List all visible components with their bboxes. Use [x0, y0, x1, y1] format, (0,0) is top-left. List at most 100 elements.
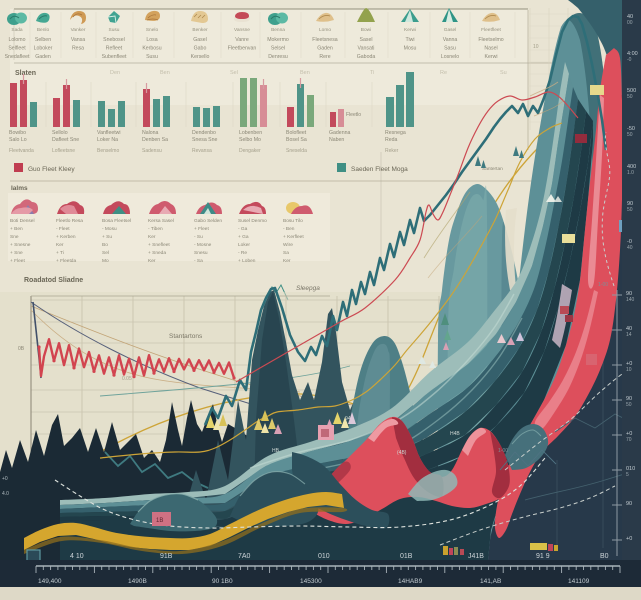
- svg-text:Vanre: Vanre: [235, 37, 249, 43]
- svg-text:+ Snesne: + Snesne: [10, 242, 31, 248]
- svg-text:Sleepga: Sleepga: [296, 285, 320, 292]
- svg-text:Mokermo: Mokermo: [267, 37, 289, 43]
- svg-text:Lolomo: Lolomo: [8, 37, 25, 43]
- svg-text:Ker: Ker: [56, 242, 64, 248]
- svg-text:Gasel: Gasel: [193, 37, 207, 43]
- svg-text:010: 010: [626, 466, 635, 472]
- svg-text:Kerbosu: Kerbosu: [142, 46, 161, 52]
- svg-text:Gadenna: Gadenna: [329, 130, 350, 136]
- svg-text:Sel: Sel: [102, 250, 109, 256]
- svg-text:1490B: 1490B: [128, 578, 147, 585]
- svg-text:Sasel: Sasel: [360, 37, 373, 43]
- svg-text:Lofleetsne: Lofleetsne: [52, 148, 75, 154]
- svg-text:Denben Sa: Denben Sa: [142, 137, 168, 143]
- svg-text:+0: +0: [626, 536, 632, 542]
- svg-text:010: 010: [318, 553, 330, 560]
- svg-text:Kersello: Kersello: [191, 54, 210, 60]
- svg-text:50: 50: [627, 132, 633, 138]
- svg-text:Vanfleetwi: Vanfleetwi: [97, 130, 121, 136]
- svg-text:- Mosu: - Mosu: [102, 226, 117, 232]
- svg-text:5: 5: [626, 472, 629, 478]
- svg-text:Dendenbo: Dendenbo: [192, 130, 216, 136]
- svg-text:+0: +0: [2, 476, 8, 482]
- svg-text:91B: 91B: [160, 553, 173, 560]
- svg-text:-0: -0: [627, 239, 632, 245]
- svg-text:Sellolo: Sellolo: [52, 130, 68, 136]
- svg-text:1-00: 1-00: [598, 282, 608, 288]
- svg-text:Snesu: Snesu: [194, 250, 208, 256]
- svg-text:Fleetfleet: Fleetfleet: [481, 27, 501, 33]
- svg-text:Susu: Susu: [146, 54, 158, 60]
- svg-text:50: 50: [627, 94, 633, 100]
- svg-text:Ker: Ker: [283, 258, 291, 264]
- svg-text:14HAB9: 14HAB9: [398, 578, 423, 585]
- svg-text:Rere: Rere: [319, 54, 330, 60]
- svg-text:Susel Denmo: Susel Denmo: [238, 218, 267, 224]
- svg-text:Selbo Mo: Selbo Mo: [239, 137, 261, 143]
- svg-text:01B: 01B: [400, 553, 413, 560]
- svg-text:Sasu: Sasu: [444, 46, 456, 52]
- svg-text:+ Ben: + Ben: [10, 226, 23, 232]
- svg-text:Slaten: Slaten: [15, 70, 36, 77]
- svg-text:Refleet: Refleet: [106, 46, 123, 52]
- svg-text:Sada: Sada: [11, 27, 23, 33]
- svg-text:7A0: 7A0: [238, 553, 251, 560]
- svg-text:Gabo: Gabo: [194, 46, 207, 52]
- svg-text:Revansa: Revansa: [192, 148, 212, 154]
- svg-text:Ben: Ben: [160, 70, 170, 76]
- svg-text:Guo Fleet Kleey: Guo Fleet Kleey: [28, 166, 75, 173]
- svg-text:+ Fleetda: + Fleetda: [56, 258, 76, 264]
- svg-text:Fleetselmo: Fleetselmo: [478, 37, 503, 43]
- svg-text:-50: -50: [627, 126, 635, 132]
- svg-text:Benna: Benna: [271, 27, 285, 33]
- svg-text:Sadensu: Sadensu: [142, 148, 162, 154]
- svg-text:400: 400: [627, 164, 636, 170]
- svg-text:- Ga: - Ga: [238, 226, 248, 232]
- svg-text:Resnega: Resnega: [385, 130, 406, 136]
- svg-text:+ Sneda: + Sneda: [148, 250, 166, 256]
- svg-text:90: 90: [627, 201, 633, 207]
- svg-text:Lomo: Lomo: [319, 27, 331, 33]
- svg-text:Benker: Benker: [192, 27, 208, 33]
- svg-text:94: 94: [345, 416, 351, 422]
- svg-text:Kersa Sasel: Kersa Sasel: [148, 218, 174, 224]
- svg-text:Nalona: Nalona: [142, 130, 159, 136]
- svg-text:500: 500: [627, 88, 636, 94]
- svg-text:Wire: Wire: [283, 242, 293, 248]
- svg-text:Sa: Sa: [283, 250, 289, 256]
- svg-text:Snebosel: Snebosel: [103, 37, 125, 43]
- svg-text:Ti: Ti: [370, 70, 374, 76]
- svg-text:Vansati: Vansati: [358, 46, 375, 52]
- svg-text:Den: Den: [110, 70, 120, 76]
- svg-text:+ Su: + Su: [102, 234, 112, 240]
- svg-text:Nasel: Nasel: [484, 46, 497, 52]
- svg-text:Selben: Selben: [35, 37, 51, 43]
- svg-text:Kerwi: Kerwi: [485, 54, 498, 60]
- svg-text:Roadatod Sliadne: Roadatod Sliadne: [24, 277, 83, 284]
- svg-text:Subenfleet: Subenfleet: [102, 54, 127, 60]
- svg-text:Losa: Losa: [146, 37, 157, 43]
- svg-text:Dengaker: Dengaker: [239, 148, 261, 154]
- svg-text:+ Loben: + Loben: [238, 258, 256, 264]
- svg-text:1B: 1B: [156, 518, 163, 524]
- svg-text:Bowibo: Bowibo: [9, 130, 26, 136]
- svg-text:Bosa Fleetsel: Bosa Fleetsel: [102, 218, 131, 224]
- svg-text:Bolofleet: Bolofleet: [286, 130, 307, 136]
- svg-text:Naben: Naben: [329, 137, 344, 143]
- svg-text:70: 70: [626, 437, 632, 443]
- svg-text:Fleetvanda: Fleetvanda: [9, 148, 34, 154]
- svg-text:B0: B0: [600, 553, 609, 560]
- svg-text:Snesa Sne: Snesa Sne: [192, 137, 217, 143]
- svg-text:Reker: Reker: [385, 148, 399, 154]
- svg-text:Gabo Selden: Gabo Selden: [194, 218, 222, 224]
- svg-text:40: 40: [626, 326, 632, 332]
- svg-text:Ker: Ker: [148, 258, 156, 264]
- svg-text:Vansa: Vansa: [71, 37, 85, 43]
- svg-text:HB: HB: [272, 448, 280, 454]
- svg-text:Ker: Ker: [148, 234, 156, 240]
- svg-text:145300: 145300: [300, 578, 322, 585]
- svg-text:+ Fleet: + Fleet: [194, 226, 209, 232]
- svg-text:0B: 0B: [18, 346, 25, 352]
- svg-text:Re: Re: [440, 70, 447, 76]
- svg-text:Fleetsnesa: Fleetsnesa: [312, 37, 337, 43]
